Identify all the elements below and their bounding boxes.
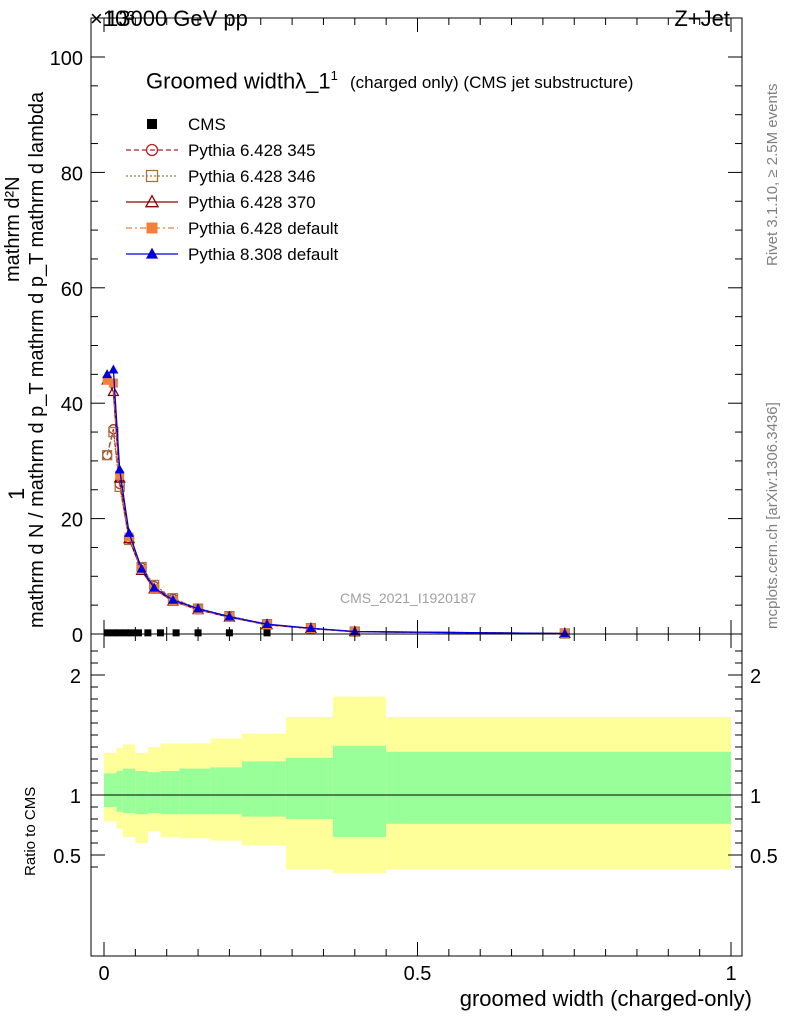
exponent-label: ×10³ (90, 6, 135, 31)
legend-entry: Pythia 6.428 default (126, 219, 339, 238)
legend-marker (147, 119, 157, 129)
data-point (224, 611, 235, 621)
inner-band-bin (179, 768, 211, 815)
legend-marker (146, 222, 158, 234)
legend: CMS Pythia 6.428 345 Pythia 6.428 346 Pythi… (126, 115, 339, 264)
data-point (172, 629, 180, 637)
legend-entry: CMS (147, 115, 226, 134)
x-tick-label: 0 (98, 963, 109, 985)
rivet-label: Rivet 3.1.10, ≥ 2.5M events (764, 83, 781, 267)
data-point (124, 532, 134, 542)
inner-band-bin (285, 757, 333, 819)
inner-band-bin (210, 767, 242, 815)
inner-band-bin (104, 773, 117, 807)
series-0 (103, 629, 271, 637)
legend-marker (144, 194, 160, 208)
y-tick-label: 0 (72, 625, 83, 647)
data-point (559, 628, 570, 638)
chart-title: Groomed widthλ_11 (charged only) (CMS je… (146, 68, 633, 94)
data-point (263, 629, 271, 637)
chart-subtitle: (charged only) (CMS jet substructure) (350, 73, 634, 93)
data-point (102, 369, 113, 379)
main-series (101, 364, 571, 639)
data-point (168, 594, 178, 604)
legend-label: Pythia 6.428 346 (188, 167, 316, 186)
legend-entry: Pythia 8.308 default (126, 245, 339, 264)
legend-label: Pythia 6.428 default (188, 219, 339, 238)
data-point (124, 527, 135, 537)
data-point (149, 582, 160, 592)
chart-title-superscript: 1 (330, 68, 338, 83)
legend-marker (145, 169, 159, 183)
data-point (101, 449, 113, 461)
data-point (128, 629, 136, 637)
ratio-y-tick-label-right: 1 (750, 786, 761, 808)
data-point (108, 378, 118, 388)
legend-marker (145, 247, 159, 259)
legend-entry: Pythia 6.428 345 (126, 141, 316, 160)
inner-band-bin (147, 772, 161, 813)
ratio-bands (91, 696, 742, 873)
legend-entry: Pythia 6.428 346 (126, 167, 316, 186)
legend-label: Pythia 6.428 345 (188, 141, 316, 160)
data-point (116, 629, 124, 637)
data-point (305, 623, 316, 633)
ratio-y-tick-label: 1 (70, 786, 81, 808)
data-point (144, 629, 152, 637)
data-point (109, 629, 117, 637)
ratio-ylabel: Ratio to CMS (22, 786, 39, 876)
data-point (108, 364, 119, 374)
data-point (115, 470, 125, 480)
x-tick-label: 0.5 (404, 963, 432, 985)
y-tick-label: 20 (61, 510, 83, 532)
ratio-y-tick-label-right: 0.5 (750, 846, 778, 868)
x-axis-label: groomed width (charged-only) (459, 986, 752, 1011)
y-tick-label: 40 (61, 394, 83, 416)
data-point (107, 385, 120, 397)
data-point (102, 375, 112, 385)
series-2 (101, 426, 570, 639)
series-1 (101, 424, 570, 639)
legend-marker (145, 143, 159, 157)
data-point (193, 603, 203, 613)
y-tick-label: 60 (61, 279, 83, 301)
inner-band-bin (241, 761, 286, 817)
process-label: Z+Jet (674, 6, 730, 31)
legend-label: CMS (188, 115, 226, 134)
mcplots-label: mcplots.cern.ch [arXiv:1306.3436] (764, 402, 781, 629)
legend-entry: Pythia 6.428 370 (126, 193, 316, 212)
inner-band-bin (122, 768, 136, 813)
axes: 0 20 40 60 80 100 0 0.5 1 0.5 0.5 1 1 2 2 (50, 17, 778, 985)
watermark-label: CMS_2021_I1920187 (340, 590, 477, 606)
data-point (136, 563, 147, 573)
data-point (134, 629, 142, 637)
y-tick-label: 100 (50, 48, 83, 70)
data-point (156, 629, 164, 637)
main-frame (90, 17, 743, 635)
data-point (262, 619, 272, 629)
x-tick-label: 1 (725, 963, 736, 985)
inner-band-bin (332, 745, 387, 837)
main-ylabel-numerator: mathrm d²N (2, 176, 24, 282)
series-5 (102, 364, 570, 638)
legend-label: Pythia 6.428 370 (188, 193, 316, 212)
inner-band-bin (135, 771, 148, 815)
legend-label: Pythia 8.308 default (188, 245, 339, 264)
inner-band-bin (160, 771, 180, 815)
inner-band-bin (116, 771, 123, 812)
data-point (122, 629, 130, 637)
chart-title-main: Groomed widthλ_1 (146, 68, 331, 94)
energy-label: 13000 GeV pp (106, 6, 248, 31)
inner-band-bin (386, 751, 731, 824)
data-point (114, 464, 125, 474)
main-ylabel-denominator: mathrm d N / mathrm d p_T mathrm d p_T m… (26, 91, 48, 628)
y-tick-label: 80 (61, 163, 83, 185)
ratio-y-tick-label-right: 2 (750, 666, 761, 688)
ratio-y-tick-label: 2 (70, 666, 81, 688)
data-point (103, 629, 111, 637)
ratio-y-tick-label: 0.5 (53, 846, 81, 868)
